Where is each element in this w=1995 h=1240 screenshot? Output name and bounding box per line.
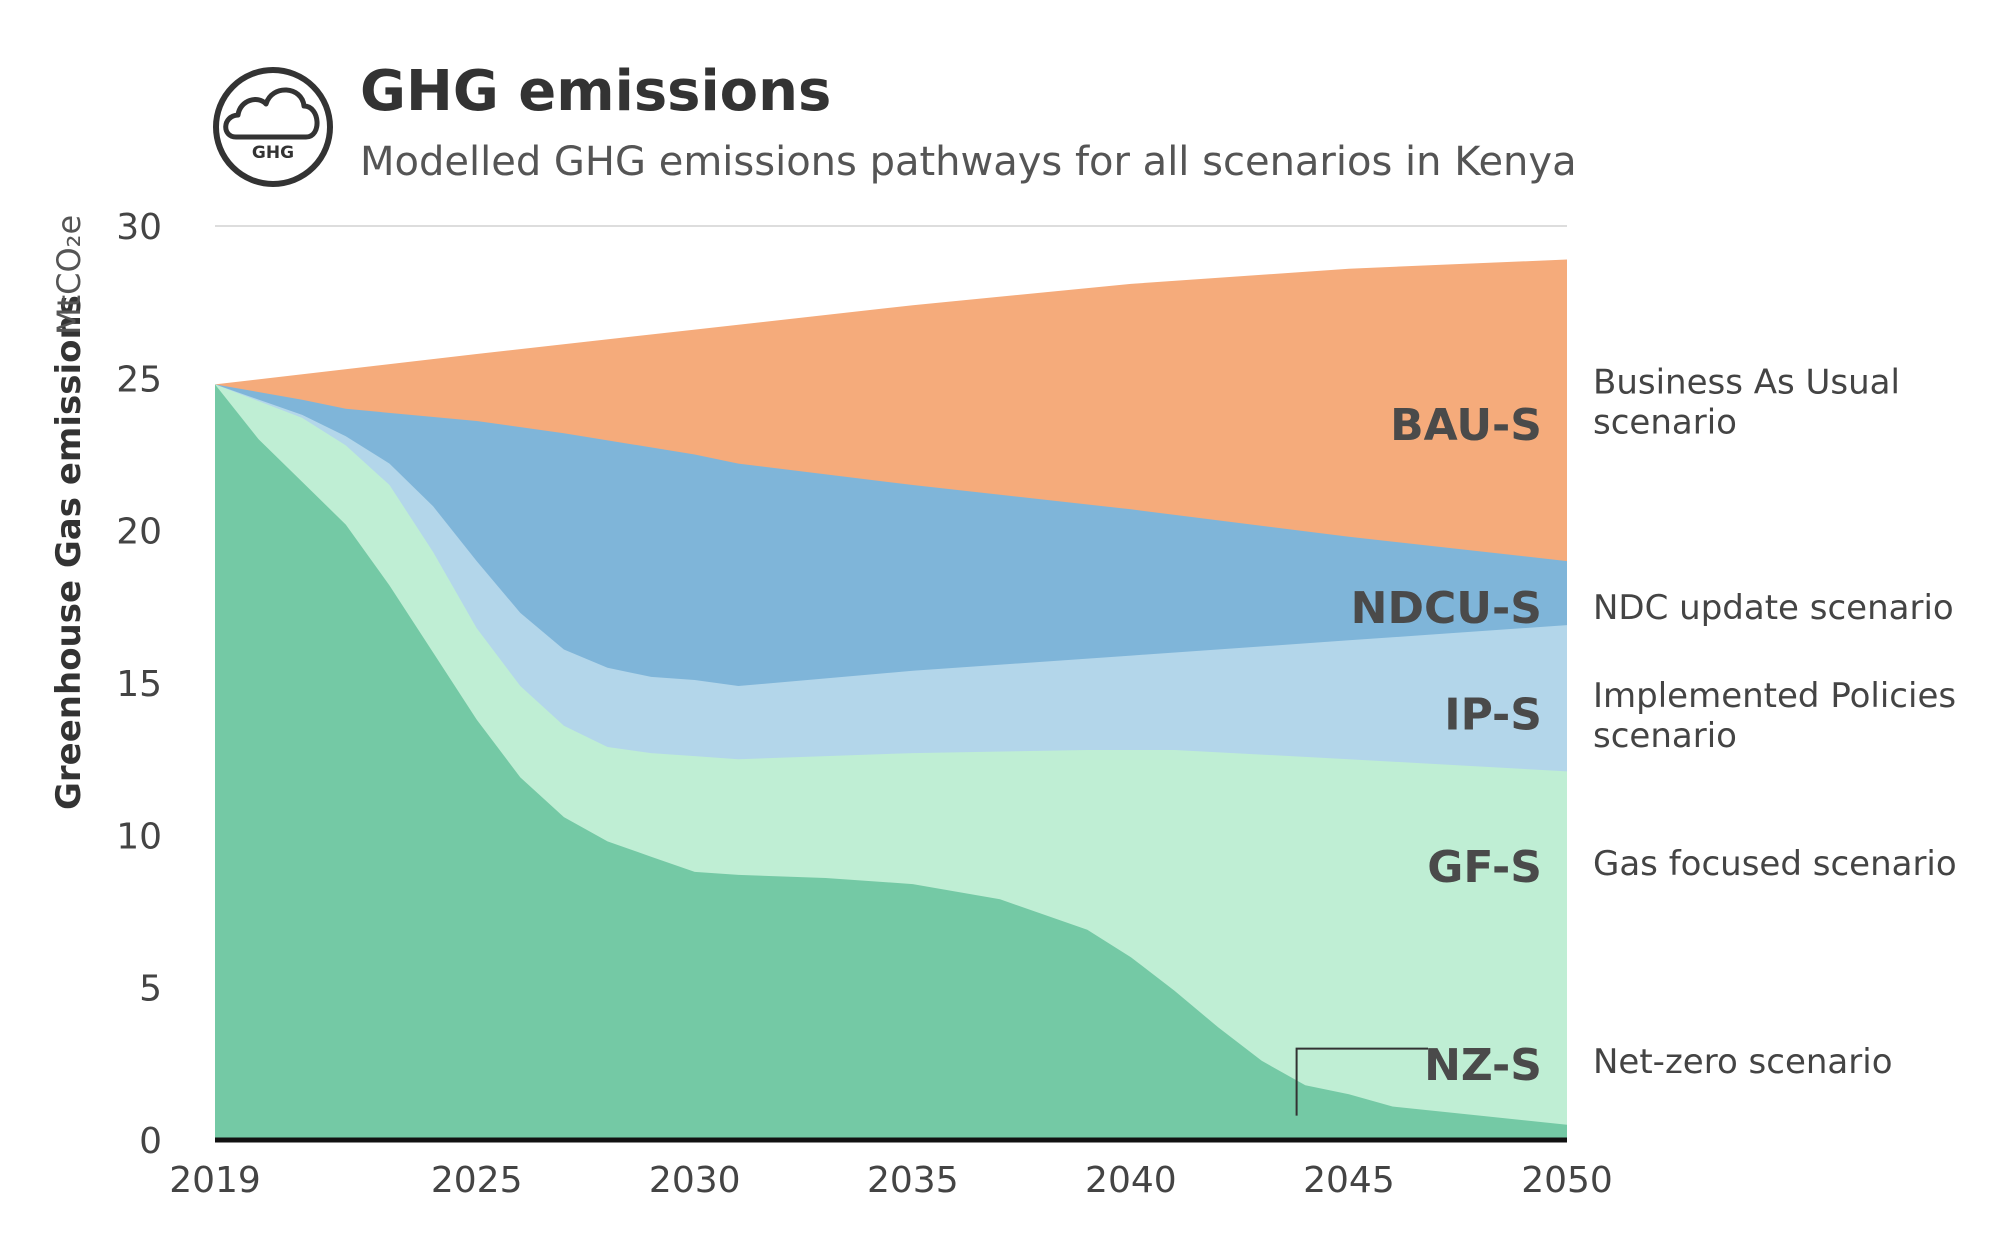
x-tick-label: 2045 <box>1303 1160 1395 1201</box>
series-code-ndcu-s: NDCU-S <box>1351 583 1542 634</box>
series-code-ip-s: IP-S <box>1444 689 1542 740</box>
series-desc-line: NDC update scenario <box>1593 588 1954 628</box>
series-desc-line: Implemented Policies <box>1593 676 1956 716</box>
y-tick-label: 10 <box>116 816 162 857</box>
y-tick-label: 15 <box>116 664 162 705</box>
y-tick-label: 5 <box>139 969 162 1010</box>
x-tick-label: 2030 <box>649 1160 741 1201</box>
chart-title: GHG emissions <box>360 59 831 124</box>
series-desc-gf-s: Gas focused scenario <box>1593 844 1957 884</box>
y-axis-unit: MtCO₂e <box>50 215 88 335</box>
x-tick-label: 2019 <box>169 1160 261 1201</box>
area-layers <box>215 259 1567 1140</box>
y-tick-label: 30 <box>116 207 162 248</box>
series-code-nz-s: NZ-S <box>1424 1040 1542 1091</box>
series-desc-line: Gas focused scenario <box>1593 844 1957 884</box>
area-nz-s <box>215 384 1567 1140</box>
nz-s-leader-line <box>1295 1047 1428 1116</box>
icon-label: GHG <box>252 143 294 163</box>
chart-subtitle: Modelled GHG emissions pathways for all … <box>360 139 1577 185</box>
series-desc-line: scenario <box>1593 716 1737 756</box>
series-desc-bau-s: Business As Usual scenario <box>1593 362 1900 442</box>
y-tick-label: 20 <box>116 512 162 553</box>
series-desc-ip-s: Implemented Policies scenario <box>1593 676 1956 756</box>
series-desc-ndcu-s: NDC update scenario <box>1593 588 1954 628</box>
y-tick-label: 0 <box>139 1121 162 1162</box>
y-axis-label: Greenhouse Gas emissions <box>49 295 89 810</box>
series-desc-nz-s: Net-zero scenario <box>1593 1042 1893 1082</box>
series-code-bau-s: BAU-S <box>1390 400 1542 451</box>
series-desc-line: Net-zero scenario <box>1593 1042 1893 1082</box>
x-tick-label: 2050 <box>1521 1160 1613 1201</box>
x-tick-label: 2040 <box>1085 1160 1177 1201</box>
series-desc-line: Business As Usual <box>1593 362 1900 402</box>
x-tick-label: 2035 <box>867 1160 959 1201</box>
series-code-gf-s: GF-S <box>1427 842 1542 893</box>
y-tick-label: 25 <box>116 359 162 400</box>
series-desc-line: scenario <box>1593 402 1737 442</box>
x-tick-label: 2025 <box>431 1160 523 1201</box>
cloud-icon: GHG <box>213 67 333 187</box>
